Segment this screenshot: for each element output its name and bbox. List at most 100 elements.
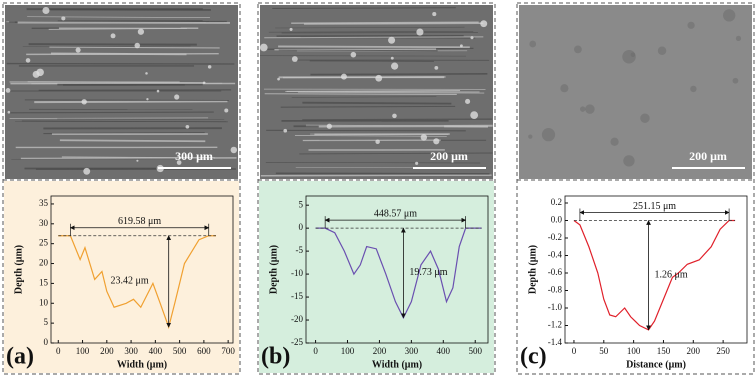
sem-debris: [36, 68, 44, 77]
sem-debris: [134, 42, 141, 49]
sem-spot: [723, 9, 736, 22]
sem-debris: [283, 128, 288, 133]
sem-streak: [299, 152, 493, 155]
sem-streak: [22, 45, 191, 47]
sem-debris: [202, 81, 206, 85]
sem-streak: [9, 117, 209, 119]
sem-debris: [137, 28, 145, 35]
sem-debris: [207, 65, 212, 69]
sem-streak: [310, 73, 488, 76]
sem-debris: [470, 36, 474, 40]
y-tick-label: 5: [44, 317, 49, 327]
y-tick-label: -1.4: [548, 337, 563, 347]
x-tick-label: 600: [197, 346, 211, 356]
y-tick-label: -1.2: [548, 320, 562, 330]
profile-line: [58, 235, 217, 330]
width-annotation: 251.15 μm: [633, 201, 676, 212]
plot-frame: [564, 195, 748, 344]
sem-spot: [735, 35, 742, 42]
x-axis-title: Distance (μm): [626, 359, 686, 370]
sem-streak: [265, 162, 481, 164]
y-tick-label: 10: [39, 297, 49, 307]
x-tick-label: 300: [124, 346, 138, 356]
sem-streak: [264, 36, 484, 39]
y-tick-label: -10: [291, 268, 303, 278]
sem-spot: [630, 52, 636, 57]
sem-debris: [61, 16, 66, 21]
sem-spot: [574, 45, 582, 54]
y-tick-label: 0.0: [551, 215, 563, 225]
depth-annotation: 1.26 μm: [655, 269, 688, 280]
y-tick-label: 25: [39, 238, 49, 248]
width-annotation: 619.58 μm: [118, 216, 161, 227]
sem-debris: [459, 44, 463, 48]
sem-spot: [610, 137, 619, 146]
sem-spot: [585, 104, 595, 114]
sem-debris: [420, 134, 428, 141]
sem-spot: [529, 40, 537, 48]
sem-streak: [278, 45, 470, 49]
sem-spot: [528, 134, 533, 139]
sem-streak: [278, 49, 438, 52]
y-axis-title: Depth (μm): [13, 245, 24, 294]
x-axis-title: Width (μm): [372, 359, 422, 370]
x-tick-label: 0: [572, 346, 577, 356]
sem-debris: [156, 89, 160, 93]
sem-streak: [11, 158, 214, 160]
sem-streak: [61, 156, 216, 159]
sem-streak: [303, 22, 484, 25]
sem-debris: [388, 36, 396, 44]
sem-streak: [281, 32, 478, 34]
y-tick-label: -20: [291, 314, 303, 324]
y-tick-label: 35: [39, 198, 49, 208]
x-tick-label: 200: [373, 346, 387, 356]
y-tick-label: -1.0: [548, 302, 563, 312]
sem-streak: [297, 91, 485, 94]
x-tick-label: 200: [100, 346, 114, 356]
y-axis-title: Depth (μm): [527, 245, 538, 294]
x-tick-label: 50: [599, 346, 609, 356]
sem-streak: [280, 105, 456, 108]
sem-streak: [286, 89, 461, 93]
sem-spot: [690, 85, 697, 93]
sem-spot: [560, 84, 569, 93]
sem-streak: [291, 96, 437, 98]
sem-debris: [25, 58, 31, 63]
y-tick-label: -5: [296, 245, 304, 255]
x-tick-label: 200: [687, 346, 701, 356]
panel-label: (b): [261, 344, 290, 370]
sem-spot: [623, 155, 635, 167]
x-tick-label: 100: [341, 346, 355, 356]
sem-streak: [283, 76, 446, 79]
sem-debris: [465, 98, 471, 104]
y-tick-label: -25: [291, 337, 303, 347]
sem-debris: [375, 139, 380, 144]
sem-debris: [259, 43, 268, 52]
x-tick-label: 400: [437, 346, 451, 356]
sem-streak: [274, 48, 437, 51]
y-tick-label: -0.8: [548, 285, 563, 295]
profile-line: [315, 227, 482, 320]
x-tick-label: 100: [76, 346, 90, 356]
sem-streak: [275, 26, 465, 29]
sem-streak: [31, 82, 223, 85]
sem-debris: [277, 77, 280, 81]
sem-debris: [291, 56, 298, 62]
sem-debris: [230, 146, 238, 154]
sem-debris: [340, 73, 347, 80]
y-tick-label: 30: [39, 218, 49, 228]
sem-streak: [27, 16, 210, 19]
sem-debris: [224, 108, 229, 113]
sem-streak: [48, 27, 187, 30]
sem-streak: [309, 60, 434, 62]
sem-spot: [657, 46, 667, 55]
sem-debris: [83, 167, 91, 175]
panel-border: [2, 2, 241, 375]
sem-debris: [480, 20, 488, 28]
sem-image: [519, 5, 752, 179]
panel-label: (a): [6, 344, 34, 370]
sem-debris: [391, 62, 399, 70]
sem-streak: [291, 21, 479, 24]
sem-streak: [302, 118, 493, 121]
